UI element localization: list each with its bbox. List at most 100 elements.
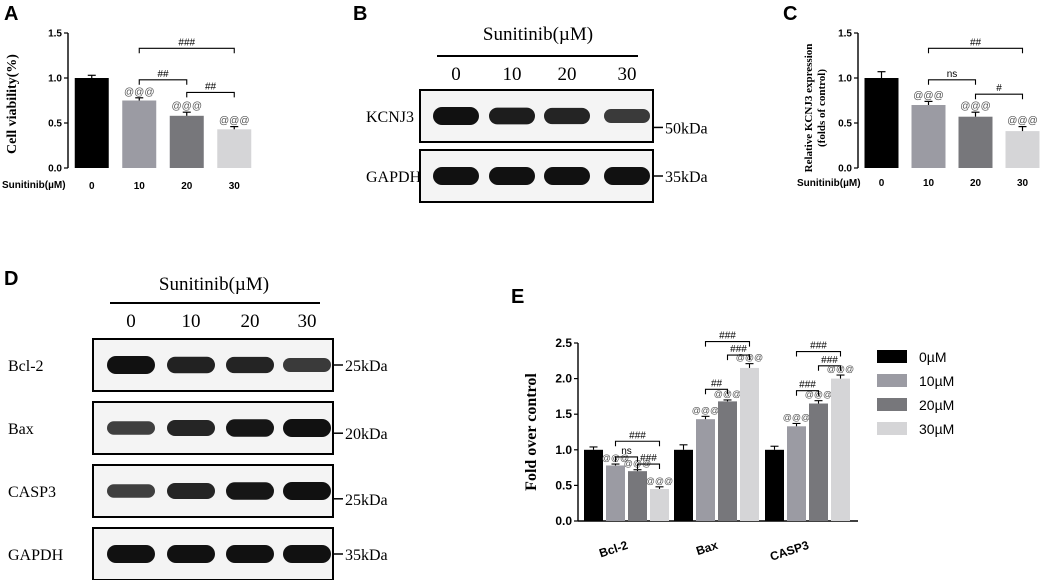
panel-a-comparison-label: ##: [157, 69, 169, 80]
panel-d-band: [107, 484, 155, 498]
panel-e-legend-swatch: [877, 398, 907, 411]
panel-e-category-label: CASP3: [768, 538, 811, 564]
panel-e-comparison-label: ###: [821, 355, 838, 366]
panel-b-band: [433, 107, 479, 125]
panel-e-bar: [650, 488, 669, 521]
panel-letter-d: D: [4, 268, 18, 290]
panel-c-ylabel-line1: Relative KCNJ3 expression: [803, 44, 815, 173]
panel-e-bar: [831, 378, 850, 521]
panel-e-comparison-label: ##: [711, 378, 723, 389]
panel-e-category-label: Bcl-2: [597, 538, 630, 560]
panel-e-comparison-bracket: [795, 390, 820, 396]
panel-letter-c: C: [783, 3, 797, 25]
panel-b-band: [489, 167, 535, 185]
panel-a-bar: [122, 100, 157, 168]
panel-e-comparison-bracket: [726, 354, 751, 361]
panel-e-legend-label: 30µM: [919, 421, 954, 437]
panel-d-band: [107, 356, 155, 374]
panel-a-significance-label: @@@: [219, 116, 249, 127]
panel-e-significance-label: @@@: [783, 412, 810, 422]
panel-c-comparison-label: #: [996, 83, 1002, 94]
panel-e-significance-label: @@@: [692, 405, 719, 415]
panel-c-chart: Relative KCNJ3 expression (folds of cont…: [797, 29, 1040, 189]
panel-d-blot: Sunitinib(µM) 0 10 20 30 Bcl-2 25kDa Bax 20kDa C…: [8, 274, 388, 580]
panel-e-bar: [787, 426, 806, 521]
panel-e-comparison-label: ###: [799, 380, 816, 391]
panel-c-category-label: 20: [970, 178, 982, 189]
panel-e-comparison-bracket: [817, 365, 842, 371]
panel-d-size-marker: 25kDa: [345, 358, 388, 375]
panel-a-comparison-label: ###: [178, 37, 195, 48]
panel-d-lane-label: 30: [298, 311, 317, 332]
panel-b-band: [433, 167, 479, 185]
panel-e-chart: Fold over control 0.0 0.5 1.0 1.5 2.0 2.5 @@@ @…: [523, 331, 954, 564]
panel-e-comparison-bracket: [704, 341, 751, 347]
panel-d-band: [167, 483, 215, 499]
panel-c-comparison-bracket: [927, 79, 977, 85]
panel-a-ylabel: Cell viability(%): [5, 54, 20, 154]
panel-d-band: [226, 419, 274, 437]
panel-e-comparison-bracket: [636, 463, 661, 470]
panel-b-protein-label: GAPDH: [366, 169, 422, 186]
panel-d-lane-label: 10: [182, 311, 201, 332]
panel-b-size-marker: 50kDa: [665, 120, 708, 137]
panel-e-comparison-bracket: [704, 388, 729, 395]
panel-d-band: [167, 356, 215, 374]
panel-c-y-tick-label: 1.0: [838, 74, 852, 85]
panel-d-band: [226, 545, 274, 563]
panel-a-y-tick-label: 1.0: [48, 74, 62, 85]
panel-d-treatment: Sunitinib(µM): [159, 274, 269, 295]
panel-c-y-tick-label: 0.5: [838, 119, 852, 130]
panel-e-bar: [765, 449, 784, 521]
panel-e-legend-label: 20µM: [919, 397, 954, 413]
panel-c-bar: [864, 78, 899, 168]
panel-d-protein-label: GAPDH: [8, 547, 64, 564]
panel-a-y-tick-label: 1.5: [48, 29, 62, 40]
panel-e-legend-swatch: [877, 422, 907, 435]
panel-e-bar: [674, 449, 693, 521]
panel-d-size-marker: 20kDa: [345, 426, 388, 443]
panel-e-legend-swatch: [877, 374, 907, 387]
panel-c-comparison-label: ##: [970, 37, 982, 48]
panel-a-y-tick-label: 0.0: [48, 164, 62, 175]
panel-a-bar: [217, 129, 252, 168]
panel-a-category-label: 0: [89, 181, 95, 192]
panel-d-size-marker: 25kDa: [345, 492, 388, 509]
panel-a-category-label: 30: [229, 181, 241, 192]
panel-c-y-tick-label: 1.5: [838, 29, 852, 40]
panel-e-legend-swatch: [877, 350, 907, 363]
panel-d-band: [283, 419, 331, 437]
panel-e-legend-label: 10µM: [919, 373, 954, 389]
panel-a-chart: Cell viability(%) Sunitinib(µM) 0.0 0.5 1.…: [2, 29, 252, 192]
panel-e-bar: [740, 367, 759, 521]
panel-a-row-label: Sunitinib(µM): [2, 180, 66, 191]
panel-e-bar: [606, 465, 625, 521]
panel-e-comparison-label: ###: [810, 341, 827, 352]
panel-e-comparison-bracket: [614, 440, 661, 447]
panel-e-bar: [696, 419, 715, 521]
panel-e-y-tick-label: 1.0: [555, 443, 572, 457]
panel-c-significance-label: @@@: [960, 101, 990, 112]
panel-e-y-tick-label: 0.5: [555, 478, 572, 492]
panel-d-band: [283, 482, 331, 500]
panel-a-comparison-bracket: [138, 47, 235, 54]
panel-b-lane-label: 10: [503, 64, 522, 85]
panel-e-ylabel: Fold over control: [523, 373, 540, 491]
panel-letter-b: B: [353, 3, 367, 25]
panel-a-significance-label: @@@: [172, 101, 202, 112]
panel-e-significance-label: @@@: [646, 476, 673, 486]
panel-b-band: [489, 107, 535, 125]
panel-e-bar: [628, 471, 647, 521]
panel-e-comparison-label: ###: [719, 331, 736, 342]
panel-a-significance-label: @@@: [124, 87, 154, 98]
panel-e-category-label: Bax: [694, 538, 720, 558]
panel-b-lane-label: 30: [618, 64, 637, 85]
panel-e-comparison-bracket: [614, 456, 639, 462]
panel-c-ylabel-line2: (folds of control): [816, 69, 828, 147]
panel-e-comparison-label: ###: [640, 453, 657, 464]
panel-d-protein-label: Bax: [8, 421, 34, 438]
panel-e-legend-label: 0µM: [919, 349, 947, 365]
panel-c-bar: [911, 105, 946, 168]
panel-e-comparison-label: ###: [629, 430, 646, 441]
panel-d-band: [107, 421, 155, 435]
